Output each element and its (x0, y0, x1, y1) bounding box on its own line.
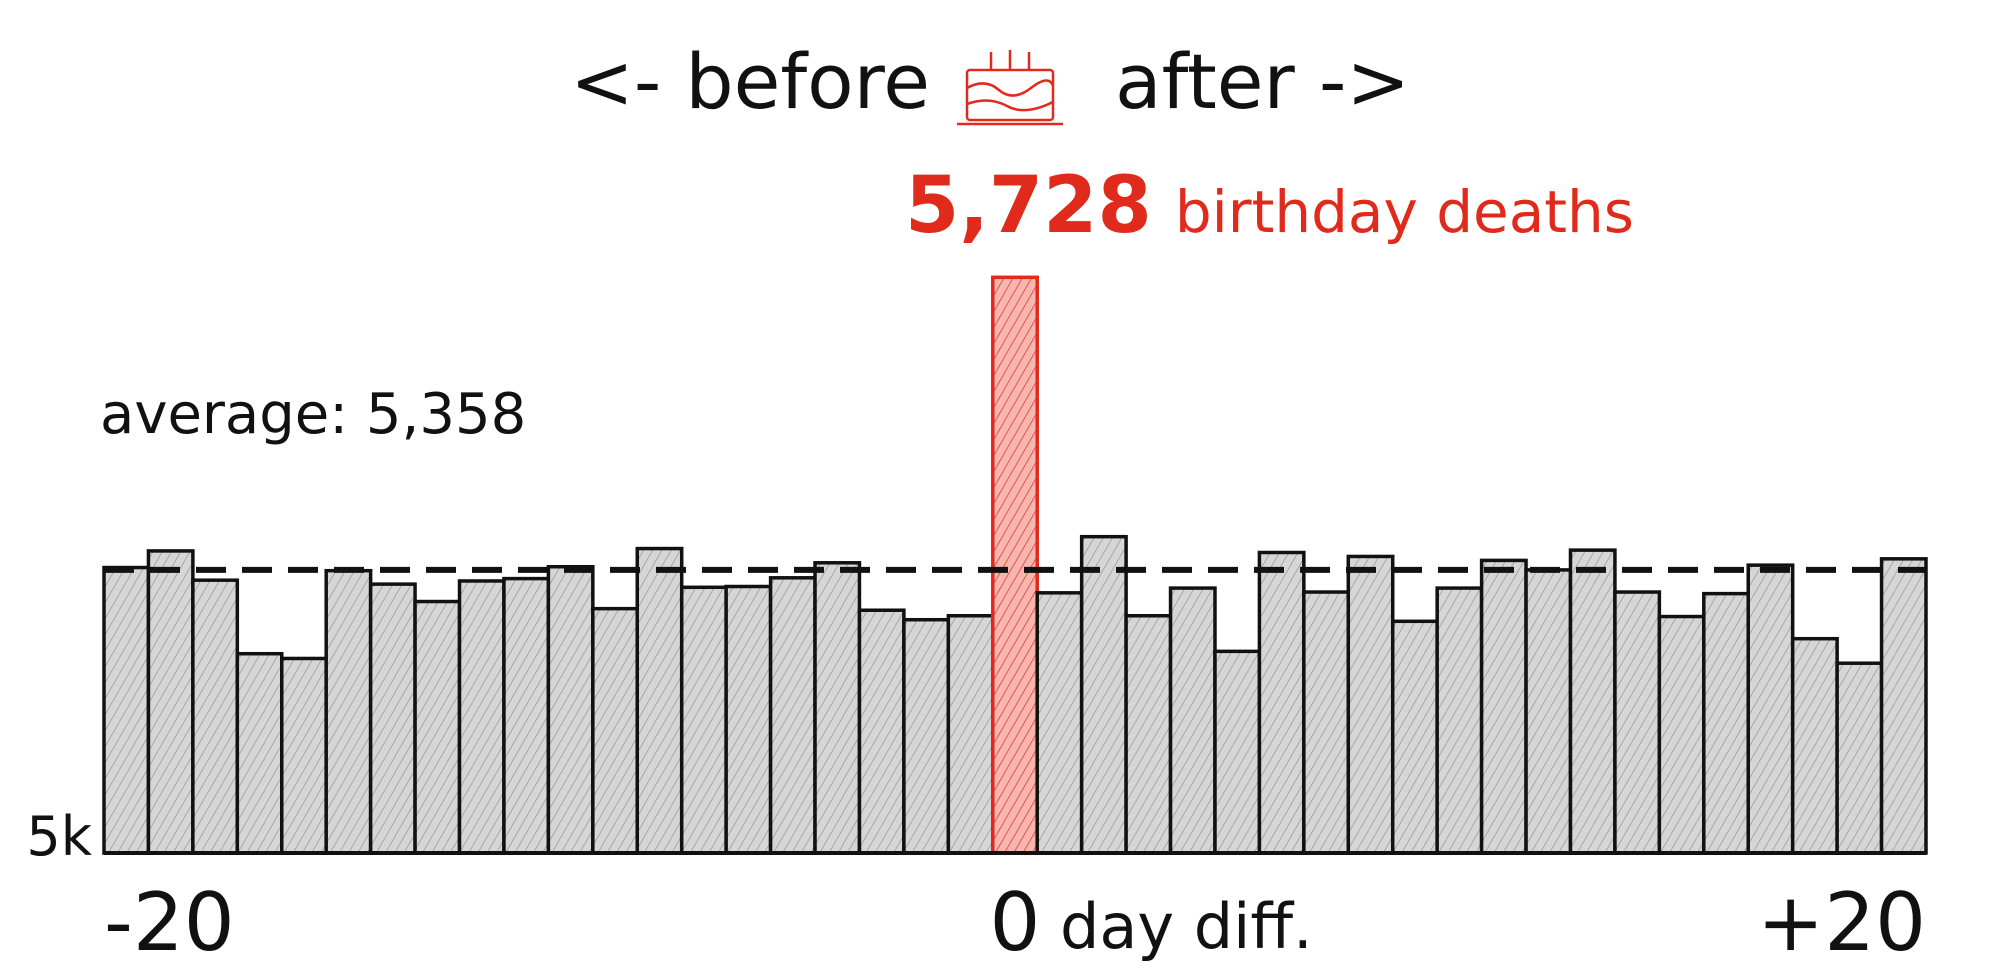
bar (902, 617, 951, 855)
bar (1346, 554, 1395, 855)
bar (457, 579, 506, 855)
bar (724, 584, 773, 855)
bar (1213, 649, 1262, 855)
bar (324, 568, 373, 855)
bar (280, 656, 328, 855)
y-tick-label: 5k (26, 805, 92, 868)
bar (768, 576, 817, 855)
average-label: average: 5,358 (100, 382, 526, 447)
bar (1879, 557, 1928, 855)
bar (857, 608, 906, 855)
bar (635, 546, 684, 855)
bar (1790, 636, 1839, 855)
highlight-value: 5,728 (905, 161, 1152, 251)
highlight-label: 5,728 birthday deaths (905, 161, 1634, 251)
x-tick-label: +20 (1757, 876, 1926, 969)
bar (502, 576, 551, 855)
bar (1079, 534, 1128, 855)
bar (1257, 550, 1306, 855)
bar (191, 578, 240, 855)
bar (1613, 590, 1662, 855)
bar (1302, 590, 1351, 855)
bar (546, 564, 595, 855)
bar (1835, 661, 1884, 855)
bar (1702, 591, 1750, 855)
highlight-text: birthday deaths (1175, 178, 1634, 246)
bar (813, 561, 862, 855)
bar (591, 606, 640, 855)
birthday-cake-icon (957, 50, 1063, 126)
bars-group (102, 275, 1928, 855)
bar (1657, 614, 1706, 855)
bar (1390, 619, 1439, 855)
bar (235, 651, 284, 855)
bar (146, 549, 195, 855)
bar (1035, 591, 1084, 855)
x-tick-label: 0 (990, 876, 1041, 969)
highlight-bar (991, 275, 1039, 855)
bar (1168, 586, 1217, 855)
bar (1524, 568, 1573, 855)
bar (1746, 563, 1795, 855)
chart-title-before: <- before (570, 37, 930, 126)
bar (368, 582, 417, 855)
y-axis-ticks: 5k (26, 805, 92, 868)
bar (1479, 558, 1528, 855)
x-axis-ticks: -20 0 +20 (104, 876, 1926, 969)
bar (679, 585, 728, 855)
chart-title-after: after -> (1115, 37, 1410, 126)
bar (1124, 614, 1173, 855)
bar (102, 565, 151, 855)
bar (946, 614, 995, 855)
x-axis-label: day diff. (1060, 890, 1313, 963)
x-tick-label: -20 (104, 876, 235, 969)
bar (1568, 548, 1617, 855)
bar (1435, 586, 1484, 855)
bar (413, 599, 462, 855)
